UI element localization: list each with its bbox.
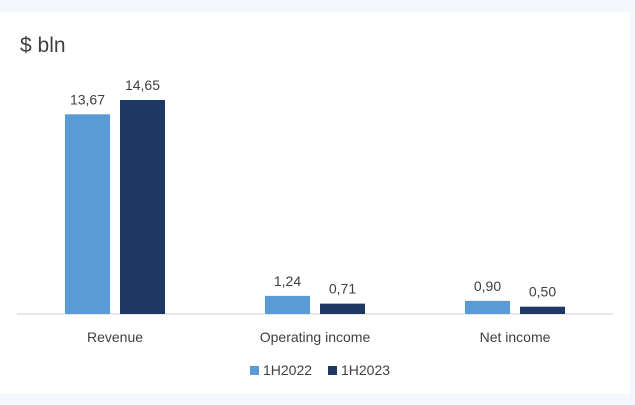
legend: 1H2022 1H2023 (250, 362, 390, 378)
data-label: 14,65 (125, 77, 160, 93)
category-label: Operating income (260, 329, 371, 345)
bar-1h2023-revenue (120, 100, 165, 314)
legend-label-1h2023: 1H2023 (341, 362, 390, 378)
data-label: 0,71 (329, 281, 356, 297)
category-label: Net income (480, 329, 551, 345)
data-label: 1,24 (274, 273, 301, 289)
bar-1h2022-revenue (65, 114, 110, 314)
bar-1h2022-operating-income (265, 295, 310, 314)
bar-1h2023-net-income (520, 306, 565, 314)
y-axis-label: $ bln (20, 34, 66, 57)
data-label: 13,67 (70, 91, 105, 107)
legend-label-1h2022: 1H2022 (263, 362, 312, 378)
category-label: Revenue (87, 329, 143, 345)
data-label: 0,50 (529, 284, 556, 300)
bar-1h2023-operating-income (320, 303, 365, 314)
data-label: 0,90 (474, 278, 501, 294)
bar-1h2022-net-income (465, 300, 510, 314)
legend-swatch-1h2023 (328, 366, 337, 375)
legend-swatch-1h2022 (250, 366, 259, 375)
